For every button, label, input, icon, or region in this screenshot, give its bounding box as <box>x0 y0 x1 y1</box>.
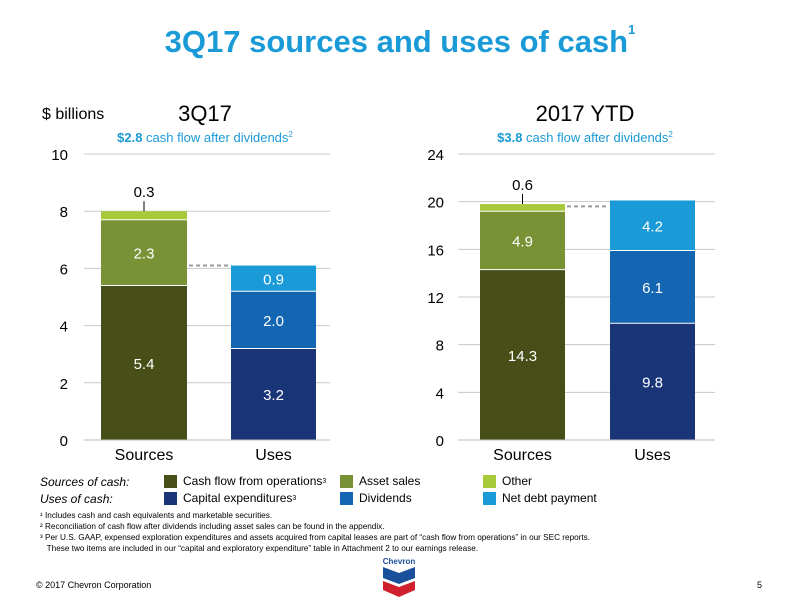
chevron-logo-lower-chevron <box>383 581 415 597</box>
y-tick-1-2: 8 <box>436 338 444 355</box>
slide-title-text: 3Q17 sources and uses of cash <box>164 24 629 59</box>
legend-item-asset-sales: Asset sales <box>340 474 420 488</box>
y-tick-1-4: 16 <box>427 242 444 259</box>
legend-swatch-other <box>483 474 496 488</box>
panel-subtitle-sup-1: 2 <box>668 130 673 139</box>
legend-label-cfo: Cash flow from operations <box>183 474 323 488</box>
bar-1-0 <box>480 269 565 440</box>
bar-0-1 <box>101 219 187 286</box>
bar-1-4 <box>610 250 695 324</box>
data-label-0-1: 2.3 <box>134 246 155 263</box>
y-tick-0-3: 6 <box>60 261 68 278</box>
panel-subtitle-0: $2.8 cash flow after dividends2 <box>117 130 293 145</box>
legend-label-capex: Capital expenditures <box>183 491 293 505</box>
page-number: 5 <box>757 580 763 590</box>
bar-0-5 <box>231 265 316 292</box>
bar-0-0 <box>101 285 187 440</box>
bar-0-2 <box>101 211 187 220</box>
panel-subtitle-value-1: $3.8 <box>497 130 522 145</box>
legend-swatch-cfo <box>164 474 177 488</box>
data-label-1-3: 9.8 <box>642 375 663 392</box>
slide-title-superscript: 1 <box>628 22 636 37</box>
y-tick-0-2: 4 <box>60 319 68 336</box>
y-tick-0-1: 2 <box>60 376 68 393</box>
data-label-0-0: 5.4 <box>134 356 155 373</box>
data-label-0-2: 0.3 <box>134 184 155 201</box>
legend-label-other: Other <box>502 474 533 488</box>
legend-sources-caption: Sources of cash: <box>40 475 130 489</box>
bar-1-5 <box>610 200 695 251</box>
legend-label-asset-sales: Asset sales <box>359 474 421 488</box>
data-label-0-3: 3.2 <box>263 387 284 404</box>
data-label-1-5: 4.2 <box>642 219 663 236</box>
y-tick-1-6: 24 <box>427 147 444 164</box>
x-category-0-0: Sources <box>115 447 174 464</box>
y-tick-1-3: 12 <box>427 290 444 307</box>
legend-item-cfo: Cash flow from operations 3 <box>164 474 326 488</box>
legend-swatch-capex <box>164 491 177 505</box>
y-tick-0-4: 8 <box>60 204 68 221</box>
bar-0-3 <box>231 348 316 440</box>
footnote-1: ¹ Includes cash and cash equivalents and… <box>40 511 273 520</box>
panel-subtitle-text-0: cash flow after dividends <box>142 130 288 145</box>
y-tick-0-0: 0 <box>60 433 68 450</box>
legend-swatch-asset-sales <box>340 474 353 488</box>
legend-sup-cfo: 3 <box>322 477 327 485</box>
data-label-1-4: 6.1 <box>642 280 663 297</box>
chevron-logo: Chevron <box>383 557 416 597</box>
data-label-0-5: 0.9 <box>263 271 284 288</box>
slide-title: 3Q17 sources and uses of cash1 <box>0 22 800 60</box>
chevron-logo-upper-chevron <box>383 567 415 584</box>
y-tick-1-0: 0 <box>436 433 444 450</box>
legend-item-capex: Capital expenditures 3 <box>164 491 296 505</box>
footnote-2: ² Reconciliation of cash flow after divi… <box>40 522 385 531</box>
legend-label-net-debt: Net debt payment <box>502 491 597 505</box>
y-tick-0-5: 10 <box>51 147 68 164</box>
bar-1-2 <box>480 204 565 212</box>
panel-subtitle-sup-0: 2 <box>288 130 293 139</box>
panel-title-0: 3Q17 <box>178 101 232 126</box>
footnotes: ¹ Includes cash and cash equivalents and… <box>40 510 740 554</box>
footnote-3-continued: These two items are included in our “cap… <box>40 544 479 553</box>
panel-subtitle-text-1: cash flow after dividends <box>522 130 668 145</box>
copyright: © 2017 Chevron Corporation <box>36 580 152 590</box>
bar-1-3 <box>610 323 695 440</box>
x-category-1-1: Uses <box>634 447 670 464</box>
panel-title-1: 2017 YTD <box>536 101 635 126</box>
legend-uses-caption: Uses of cash: <box>40 492 113 506</box>
x-category-1-0: Sources <box>493 447 552 464</box>
y-tick-1-5: 20 <box>427 195 444 212</box>
legend-item-other: Other <box>483 474 532 488</box>
data-label-1-1: 4.9 <box>512 233 533 250</box>
legend-label-dividends: Dividends <box>359 491 412 505</box>
legend-item-dividends: Dividends <box>340 491 412 505</box>
data-label-1-2: 0.6 <box>512 177 533 194</box>
panel-subtitle-value-0: $2.8 <box>117 130 142 145</box>
bar-0-4 <box>231 291 316 349</box>
y-tick-1-1: 4 <box>436 385 444 402</box>
unit-label: $ billions <box>42 106 104 123</box>
legend-sup-capex: 3 <box>292 494 297 502</box>
legend-swatch-net-debt <box>483 491 496 505</box>
bar-1-1 <box>480 211 565 270</box>
chevron-logo-wordmark: Chevron <box>383 557 416 566</box>
panel-subtitle-1: $3.8 cash flow after dividends2 <box>497 130 673 145</box>
data-label-0-4: 2.0 <box>263 313 284 330</box>
legend-swatch-dividends <box>340 491 353 505</box>
data-label-1-0: 14.3 <box>508 348 537 365</box>
legend-item-net-debt: Net debt payment <box>483 491 597 505</box>
x-category-0-1: Uses <box>255 447 291 464</box>
footnote-3: ³ Per U.S. GAAP, expensed exploration ex… <box>40 533 591 542</box>
